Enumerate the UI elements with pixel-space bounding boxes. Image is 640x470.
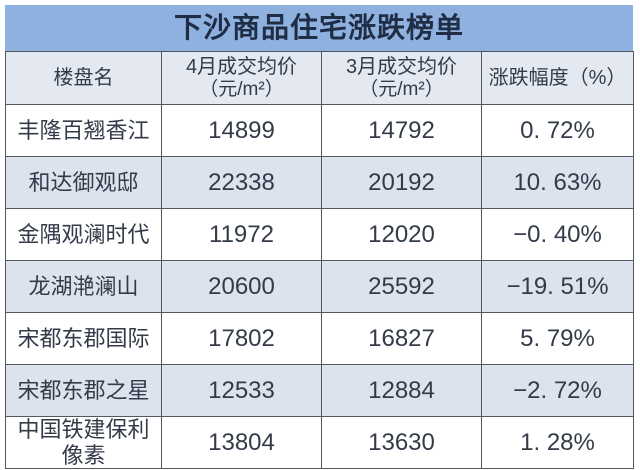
- col-header-change-pct-label: 涨跌幅度（%）: [488, 67, 627, 89]
- header-row: 楼盘名 4月成交均价 （元/m²） 3月成交均价 （元/m²） 涨跌幅度（%）: [5, 51, 634, 105]
- march-price: 25592: [321, 260, 482, 313]
- col-header-march-unit: （元/m²）: [359, 78, 444, 100]
- march-price: 12884: [321, 364, 482, 417]
- march-price: 12020: [321, 208, 482, 261]
- price-table: 楼盘名 4月成交均价 （元/m²） 3月成交均价 （元/m²） 涨跌幅度（%） …: [5, 51, 634, 469]
- table-row: 中国铁建保利像素 13804 13630 1. 28%: [5, 416, 634, 469]
- march-price: 16827: [321, 312, 482, 365]
- table-header: 楼盘名 4月成交均价 （元/m²） 3月成交均价 （元/m²） 涨跌幅度（%）: [5, 51, 634, 105]
- april-price: 11972: [161, 208, 322, 261]
- col-header-change-pct: 涨跌幅度（%）: [481, 51, 634, 105]
- property-name: 金隅观澜时代: [5, 208, 162, 261]
- title-banner: 下沙商品住宅涨跌榜单: [5, 5, 633, 51]
- april-price: 20600: [161, 260, 322, 313]
- april-price: 13804: [161, 416, 322, 469]
- property-name: 和达御观邸: [5, 156, 162, 209]
- table-row: 丰隆百翘香江 14899 14792 0. 72%: [5, 104, 634, 157]
- property-name: 宋都东郡国际: [5, 312, 162, 365]
- property-name: 宋都东郡之星: [5, 364, 162, 417]
- change-pct: 0. 72%: [481, 104, 634, 157]
- col-header-april-unit: （元/m²）: [199, 78, 284, 100]
- april-price: 17802: [161, 312, 322, 365]
- col-header-april-line1: 4月成交均价: [185, 55, 298, 78]
- april-price: 14899: [161, 104, 322, 157]
- march-price: 20192: [321, 156, 482, 209]
- col-header-property-name: 楼盘名: [5, 51, 162, 105]
- change-pct: 1. 28%: [481, 416, 634, 469]
- col-header-property-name-label: 楼盘名: [53, 67, 114, 89]
- col-header-april-price: 4月成交均价 （元/m²）: [161, 51, 322, 105]
- march-price: 14792: [321, 104, 482, 157]
- property-name: 龙湖滟澜山: [5, 260, 162, 313]
- col-header-march-line1: 3月成交均价: [345, 55, 458, 78]
- april-price: 12533: [161, 364, 322, 417]
- march-price: 13630: [321, 416, 482, 469]
- table-body: 丰隆百翘香江 14899 14792 0. 72% 和达御观邸 22338 20…: [5, 104, 634, 469]
- table-row: 宋都东郡之星 12533 12884 −2. 72%: [5, 364, 634, 417]
- property-name: 中国铁建保利像素: [5, 416, 162, 469]
- change-pct: −2. 72%: [481, 364, 634, 417]
- table-row: 金隅观澜时代 11972 12020 −0. 40%: [5, 208, 634, 261]
- change-pct: 5. 79%: [481, 312, 634, 365]
- table-row: 宋都东郡国际 17802 16827 5. 79%: [5, 312, 634, 365]
- page-title: 下沙商品住宅涨跌榜单: [173, 12, 464, 43]
- table-row: 和达御观邸 22338 20192 10. 63%: [5, 156, 634, 209]
- table-row: 龙湖滟澜山 20600 25592 −19. 51%: [5, 260, 634, 313]
- change-pct: 10. 63%: [481, 156, 634, 209]
- col-header-march-price: 3月成交均价 （元/m²）: [321, 51, 482, 105]
- april-price: 22338: [161, 156, 322, 209]
- change-pct: −19. 51%: [481, 260, 634, 313]
- property-name: 丰隆百翘香江: [5, 104, 162, 157]
- change-pct: −0. 40%: [481, 208, 634, 261]
